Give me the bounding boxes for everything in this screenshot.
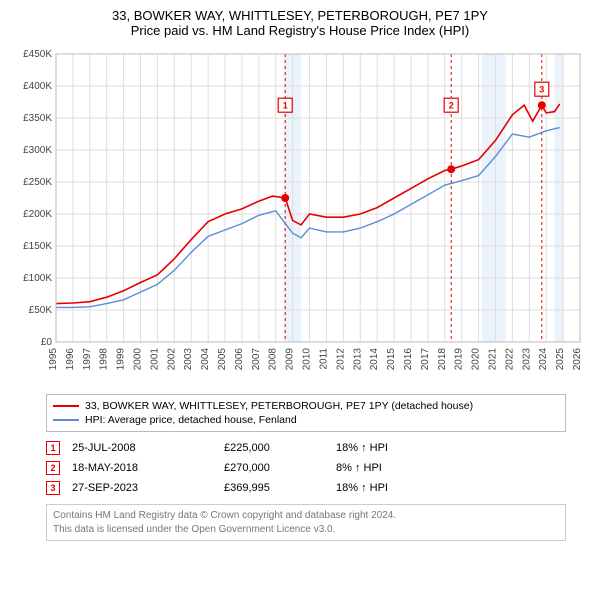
svg-text:2005: 2005 (217, 348, 228, 371)
svg-text:£100K: £100K (23, 273, 52, 284)
sale-price: £225,000 (224, 442, 324, 454)
svg-text:2004: 2004 (200, 348, 211, 371)
sale-date: 27-SEP-2023 (72, 482, 212, 494)
footer-attribution: Contains HM Land Registry data © Crown c… (46, 504, 566, 541)
chart-area: £0 £50K £100K £150K £200K £250K £300K £350K £400… (8, 46, 592, 386)
svg-text:£50K: £50K (29, 305, 53, 316)
legend-label: HPI: Average price, detached house, Fenl… (85, 414, 297, 426)
svg-text:2007: 2007 (251, 348, 262, 371)
title-line2: Price paid vs. HM Land Registry's House … (8, 23, 592, 38)
svg-text:2018: 2018 (437, 348, 448, 371)
sale-marker: 2 (46, 461, 60, 475)
line-chart-svg: £0 £50K £100K £150K £200K £250K £300K £350K £400… (8, 46, 592, 386)
sale-date: 18-MAY-2018 (72, 462, 212, 474)
legend-label: 33, BOWKER WAY, WHITTLESEY, PETERBOROUGH… (85, 400, 473, 412)
svg-text:1996: 1996 (65, 348, 76, 371)
svg-text:£200K: £200K (23, 209, 52, 220)
sale-row: 1 25-JUL-2008 £225,000 18% ↑ HPI (46, 438, 566, 458)
legend-swatch (53, 419, 79, 421)
svg-text:2023: 2023 (521, 348, 532, 371)
svg-text:2012: 2012 (335, 348, 346, 371)
sale-row: 3 27-SEP-2023 £369,995 18% ↑ HPI (46, 478, 566, 498)
sale-date: 25-JUL-2008 (72, 442, 212, 454)
svg-text:£350K: £350K (23, 113, 52, 124)
sale-price: £369,995 (224, 482, 324, 494)
svg-text:£400K: £400K (23, 81, 52, 92)
svg-text:£250K: £250K (23, 177, 52, 188)
footer-line2: This data is licensed under the Open Gov… (53, 523, 559, 537)
svg-text:1998: 1998 (99, 348, 110, 371)
sale-pct: 18% ↑ HPI (336, 442, 436, 454)
svg-text:1999: 1999 (116, 348, 127, 371)
svg-text:2006: 2006 (234, 348, 245, 371)
svg-text:£150K: £150K (23, 241, 52, 252)
svg-text:1997: 1997 (82, 348, 93, 371)
legend: 33, BOWKER WAY, WHITTLESEY, PETERBOROUGH… (46, 394, 566, 432)
svg-text:2014: 2014 (369, 348, 380, 371)
svg-text:2017: 2017 (420, 348, 431, 371)
chart-title-block: 33, BOWKER WAY, WHITTLESEY, PETERBOROUGH… (8, 8, 592, 38)
svg-text:2009: 2009 (285, 348, 296, 371)
svg-text:2: 2 (449, 101, 454, 111)
sale-marker: 3 (46, 481, 60, 495)
legend-item: 33, BOWKER WAY, WHITTLESEY, PETERBOROUGH… (53, 399, 559, 413)
sale-row: 2 18-MAY-2018 £270,000 8% ↑ HPI (46, 458, 566, 478)
svg-text:2003: 2003 (183, 348, 194, 371)
svg-text:2008: 2008 (268, 348, 279, 371)
svg-text:2024: 2024 (538, 348, 549, 371)
svg-text:2011: 2011 (318, 348, 329, 370)
svg-text:2021: 2021 (487, 348, 498, 371)
svg-text:£0: £0 (41, 337, 53, 348)
svg-text:2000: 2000 (133, 348, 144, 371)
svg-text:2013: 2013 (352, 348, 363, 371)
svg-text:2015: 2015 (386, 348, 397, 371)
svg-text:£450K: £450K (23, 49, 52, 60)
sales-table: 1 25-JUL-2008 £225,000 18% ↑ HPI 2 18-MAY-201… (46, 438, 566, 498)
svg-text:2016: 2016 (403, 348, 414, 371)
svg-text:2001: 2001 (149, 348, 160, 371)
legend-item: HPI: Average price, detached house, Fenl… (53, 413, 559, 427)
title-line1: 33, BOWKER WAY, WHITTLESEY, PETERBOROUGH… (8, 8, 592, 23)
svg-text:2026: 2026 (572, 348, 583, 371)
sale-price: £270,000 (224, 462, 324, 474)
svg-text:1: 1 (283, 101, 288, 111)
svg-text:2010: 2010 (302, 348, 313, 371)
svg-text:3: 3 (539, 85, 544, 95)
svg-text:1995: 1995 (48, 348, 59, 371)
svg-text:2020: 2020 (471, 348, 482, 371)
sale-marker: 1 (46, 441, 60, 455)
legend-swatch (53, 405, 79, 407)
svg-text:2019: 2019 (454, 348, 465, 371)
svg-text:£300K: £300K (23, 145, 52, 156)
sale-pct: 18% ↑ HPI (336, 482, 436, 494)
svg-text:2022: 2022 (504, 348, 515, 371)
svg-text:2025: 2025 (555, 348, 566, 371)
svg-text:2002: 2002 (166, 348, 177, 371)
sale-pct: 8% ↑ HPI (336, 462, 436, 474)
footer-line1: Contains HM Land Registry data © Crown c… (53, 509, 559, 523)
